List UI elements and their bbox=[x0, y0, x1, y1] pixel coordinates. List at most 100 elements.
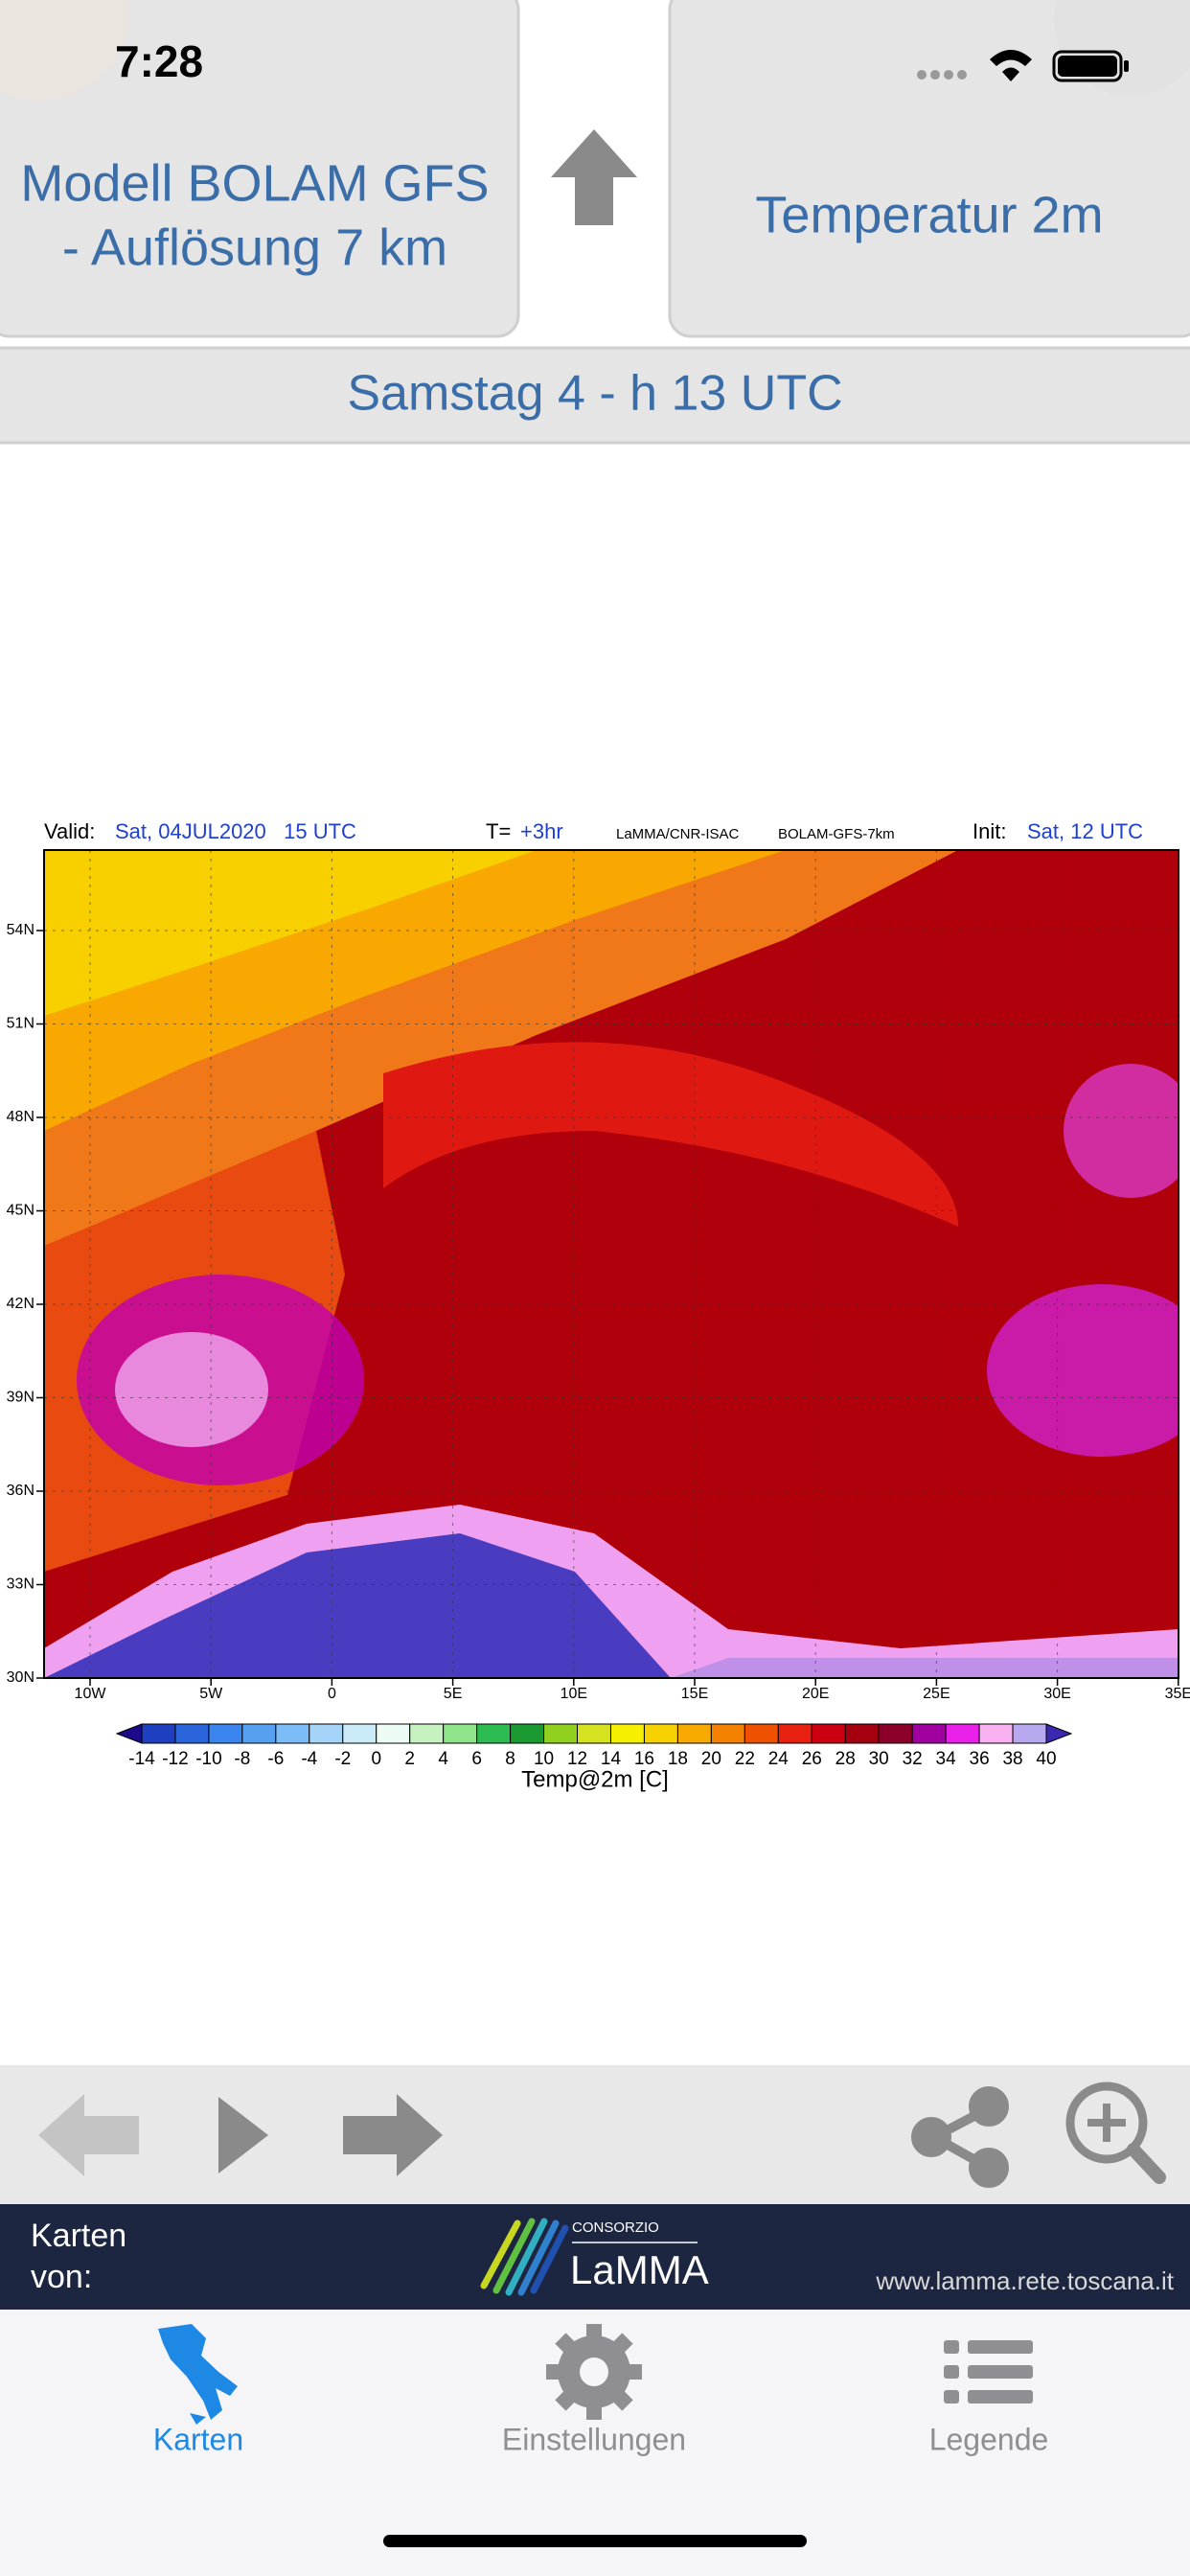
colorbar-label: 0 bbox=[371, 1749, 381, 1769]
signal bbox=[917, 70, 967, 80]
colorbar-label: -10 bbox=[195, 1749, 221, 1769]
colorbar-label: 30 bbox=[869, 1749, 889, 1769]
colorbar-swatch bbox=[376, 1723, 411, 1744]
colorbar-swatch bbox=[978, 1723, 1014, 1744]
date: Samstag 4 - h 13 UTC bbox=[347, 366, 842, 422]
t-label: T= bbox=[486, 819, 511, 843]
colorbar-label: -6 bbox=[267, 1749, 284, 1769]
colorbar-label: 22 bbox=[735, 1749, 755, 1769]
lat-label: 54N bbox=[7, 922, 34, 938]
colorbar-label: 10 bbox=[534, 1749, 554, 1769]
tab-icon-legend bbox=[944, 2340, 1033, 2404]
colorbar-swatch bbox=[643, 1723, 678, 1744]
colorbar-swatch bbox=[811, 1723, 846, 1744]
colorbar-swatch bbox=[275, 1723, 310, 1744]
colorbar-swatch bbox=[443, 1723, 478, 1744]
colorbar-label: 24 bbox=[768, 1749, 790, 1769]
logo-small: CONSORZIO bbox=[572, 2220, 659, 2236]
colorbar-swatch bbox=[577, 1723, 611, 1744]
init-label: Init: bbox=[973, 819, 1006, 843]
colorbar-label: 14 bbox=[601, 1749, 622, 1769]
tab-label[interactable]: Legende bbox=[929, 2422, 1049, 2456]
colorbar-swatch bbox=[208, 1723, 243, 1744]
parameter-button[interactable] bbox=[668, 0, 1190, 338]
colorbar-swatch bbox=[844, 1723, 880, 1744]
colorbar-end bbox=[1045, 1723, 1073, 1744]
plot-frame bbox=[43, 849, 1179, 1679]
lon-label: 20E bbox=[802, 1686, 829, 1702]
tab-icon-map bbox=[158, 2324, 238, 2425]
colorbar-swatch bbox=[342, 1723, 378, 1744]
lon-label: 25E bbox=[923, 1686, 950, 1702]
tab-label[interactable]: Karten bbox=[153, 2422, 243, 2456]
colorbar-label: 32 bbox=[903, 1749, 923, 1769]
colorbar-swatch bbox=[945, 1723, 980, 1744]
colorbar-title: Temp@2m [C] bbox=[521, 1766, 669, 1792]
up-arrow[interactable] bbox=[551, 129, 637, 225]
lat-label: 33N bbox=[7, 1576, 34, 1593]
colorbar-label: 12 bbox=[567, 1749, 587, 1769]
share-button[interactable] bbox=[911, 2086, 1009, 2188]
colorbar-label: 16 bbox=[634, 1749, 654, 1769]
colorbar-swatch bbox=[777, 1723, 812, 1744]
colorbar-swatch bbox=[744, 1723, 779, 1744]
toolbar bbox=[0, 2065, 1190, 2204]
colorbar-swatch bbox=[476, 1723, 512, 1744]
colorbar-swatch bbox=[609, 1723, 645, 1744]
prev-button[interactable] bbox=[38, 2094, 139, 2176]
colorbar-label: 26 bbox=[802, 1749, 822, 1769]
colorbar-label: -4 bbox=[301, 1749, 317, 1769]
battery-tip bbox=[1124, 60, 1129, 72]
credit-banner bbox=[0, 2204, 1190, 2310]
colorbar-label: -8 bbox=[234, 1749, 250, 1769]
lon-label: 5E bbox=[444, 1686, 463, 1702]
tab-icon-settings bbox=[546, 2324, 642, 2420]
colorbar-swatch bbox=[309, 1723, 344, 1744]
colorbar-label: -12 bbox=[162, 1749, 188, 1769]
lat-label: 39N bbox=[7, 1390, 34, 1406]
battery bbox=[1052, 50, 1123, 82]
model-button[interactable] bbox=[0, 0, 520, 338]
valid-label: Valid: bbox=[44, 819, 95, 843]
colorbar-swatch bbox=[241, 1723, 277, 1744]
lon-label: 10E bbox=[561, 1686, 587, 1702]
lon-label: 0 bbox=[328, 1686, 336, 1702]
logo: LaMMA bbox=[570, 2247, 709, 2292]
colorbar-swatch bbox=[911, 1723, 947, 1744]
tab-label[interactable]: Einstellungen bbox=[502, 2422, 686, 2456]
next-button[interactable] bbox=[343, 2094, 443, 2176]
battery-level bbox=[1058, 56, 1117, 77]
colorbar-swatch bbox=[409, 1723, 445, 1744]
colorbar-label: 20 bbox=[701, 1749, 721, 1769]
colorbar-label: 6 bbox=[471, 1749, 482, 1769]
lon-label: 35E bbox=[1165, 1686, 1190, 1702]
date-bar[interactable] bbox=[0, 346, 1190, 445]
zoom-button[interactable] bbox=[1065, 2082, 1166, 2184]
colorbar-label: 40 bbox=[1036, 1749, 1056, 1769]
colorbar-label: 18 bbox=[668, 1749, 688, 1769]
colorbar-label: 34 bbox=[936, 1749, 957, 1769]
colorbar-label: -14 bbox=[128, 1749, 155, 1769]
lat-label: 42N bbox=[7, 1296, 34, 1312]
model-line: - Auflösung 7 km bbox=[62, 218, 447, 276]
t: +3hr bbox=[520, 819, 563, 843]
lon-label: 15E bbox=[681, 1686, 708, 1702]
colorbar-swatch bbox=[878, 1723, 913, 1744]
colorbar-label: 2 bbox=[404, 1749, 415, 1769]
lon-label: 10W bbox=[75, 1686, 107, 1702]
logo-mark bbox=[480, 2218, 569, 2296]
lon-label: 30E bbox=[1043, 1686, 1070, 1702]
colorbar-label: 28 bbox=[835, 1749, 856, 1769]
credit: Karten bbox=[31, 2218, 126, 2254]
colorbar-swatch bbox=[710, 1723, 745, 1744]
lat-label: 45N bbox=[7, 1203, 34, 1219]
wifi bbox=[990, 50, 1032, 81]
url[interactable]: www.lamma.rete.toscana.it bbox=[875, 2266, 1174, 2295]
valid: Sat, 04JUL2020 15 UTC bbox=[115, 819, 356, 843]
decor bbox=[0, 0, 129, 101]
play-button[interactable] bbox=[218, 2097, 268, 2174]
model-line: Modell BOLAM GFS bbox=[20, 154, 489, 212]
colorbar-swatch bbox=[510, 1723, 545, 1744]
